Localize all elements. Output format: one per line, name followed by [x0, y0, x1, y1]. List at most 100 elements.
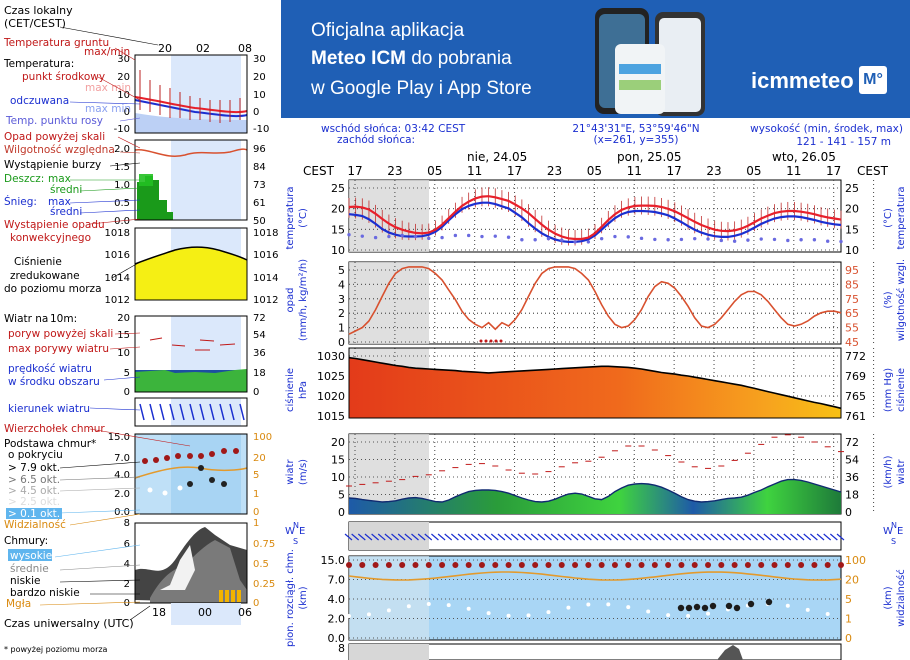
cloud-base-dense-dot: [725, 602, 733, 610]
wind-arrow: [384, 533, 393, 541]
hour-label: 05: [587, 164, 602, 178]
wind-arrow: [683, 533, 692, 541]
wind-arrow: [776, 533, 785, 541]
svg-text:max porywy wiatru: max porywy wiatru: [8, 343, 109, 355]
wind-arrow: [424, 533, 433, 541]
y-tick-label: 761: [845, 410, 866, 423]
cloud-base-dot: [446, 603, 451, 608]
svg-text:wilgotność wzgl.: wilgotność wzgl.: [895, 259, 907, 341]
legend-labels: Temperatura gruntu max/min Temperatura: …: [3, 37, 131, 610]
svg-text:1012: 1012: [105, 295, 130, 306]
svg-text:do poziomu morza: do poziomu morza: [4, 283, 102, 295]
wind-arrow: [723, 533, 732, 541]
legend-panel: Czas lokalny (CET/CEST) 20 02 08: [3, 4, 278, 654]
y-tick-label: 45: [845, 336, 859, 349]
svg-text:(°C): (°C): [883, 208, 894, 228]
wind-arrow: [431, 533, 439, 541]
svg-text:4: 4: [124, 559, 130, 570]
dew-point: [626, 235, 630, 239]
svg-text:Mgła: Mgła: [6, 598, 31, 610]
wind-arrow: [397, 533, 406, 541]
night-shade: [349, 644, 429, 660]
cloud-top-dot: [611, 562, 618, 568]
wind-arrow: [570, 533, 579, 541]
cloud-base-dot: [626, 605, 631, 610]
cloud-base-dot: [426, 602, 431, 607]
cloud-base-dot: [666, 613, 671, 618]
legend-ticks-right: 30 20 10 0 -10 96 84 73 61 50 1018 1016 …: [253, 54, 278, 609]
svg-text:wysokie: wysokie: [10, 550, 52, 562]
y-tick-label: 7.0: [328, 574, 346, 587]
wind-arrow: [650, 533, 659, 541]
wind-arrow: [790, 533, 798, 541]
y-tick-label: 20: [845, 574, 859, 587]
svg-text:temperatura: temperatura: [896, 186, 907, 249]
wind-arrow: [457, 533, 466, 541]
svg-text:0: 0: [124, 107, 130, 118]
humidity-line: [348, 266, 842, 335]
legend-footnote: * powyżej poziomu morza: [4, 645, 108, 654]
dew-point: [599, 236, 604, 241]
y-tick-label: 15.0: [321, 554, 346, 567]
svg-text:1018: 1018: [253, 228, 278, 239]
visibility-line: [348, 571, 842, 581]
cloud-top-dot: [798, 562, 805, 568]
cloud-top-dot: [771, 562, 778, 568]
cloud-base-dot: [686, 613, 691, 618]
app-promo-banner[interactable]: Oficjalna aplikacja Meteo ICM do pobrani…: [281, 0, 910, 118]
svg-text:Podstawa chmur*: Podstawa chmur*: [4, 438, 96, 450]
y-tick-label: 10: [845, 244, 859, 257]
svg-text:08: 08: [238, 42, 252, 55]
svg-text:0: 0: [124, 387, 130, 398]
wind-arrow: [577, 533, 586, 541]
cloud-base-dot: [586, 602, 591, 607]
dew-point: [347, 233, 351, 237]
y-tick-label: 15: [845, 223, 859, 236]
svg-text:18: 18: [152, 606, 166, 619]
wind-arrow: [351, 533, 360, 541]
cloud-top-dot: [558, 562, 565, 568]
svg-text:0: 0: [253, 387, 259, 398]
svg-text:(m/s): (m/s): [298, 459, 309, 485]
cloud-top-dot: [838, 562, 844, 568]
cloud-base-dense-dot: [765, 598, 773, 606]
y-tick-label: 5: [338, 264, 345, 277]
svg-text:E: E: [897, 526, 903, 537]
svg-text:0: 0: [253, 107, 259, 118]
wind-arrow: [344, 533, 353, 541]
cloud-base-panel: [348, 555, 842, 641]
wind-arrow: [663, 533, 672, 541]
legend-top-hours: 20 02 08: [158, 42, 252, 55]
cloud-base-dense-dot: [693, 603, 701, 611]
cloud-base-dense-dot: [747, 600, 755, 608]
svg-text:1: 1: [253, 518, 259, 529]
cloud-base-dot: [466, 606, 471, 611]
coords-text: 21°43'31"E, 53°59'46"N: [572, 123, 699, 135]
svg-text:4.0: 4.0: [114, 470, 130, 481]
svg-text:1014: 1014: [105, 273, 130, 284]
svg-text:1.5: 1.5: [114, 162, 130, 173]
wind-arrow: [703, 533, 712, 541]
svg-text:max/min: max/min: [84, 46, 130, 58]
hour-label: 23: [547, 164, 562, 178]
cloud-top-dot: [425, 562, 432, 568]
y-tick-label: 72: [845, 436, 859, 449]
svg-text:5: 5: [253, 470, 259, 481]
wind-arrow: [550, 533, 559, 541]
y-tick-label: 5: [845, 593, 852, 606]
cloud-top-dot: [359, 562, 366, 568]
compass-labels: W N E S W N E S: [285, 521, 903, 546]
dew-point: [413, 234, 418, 239]
y-tick-label: 95: [845, 264, 859, 277]
svg-text:Temperatura:: Temperatura:: [3, 58, 74, 70]
legend-connectors: [39, 26, 191, 621]
dew-point: [373, 235, 378, 240]
dew-point: [586, 240, 591, 244]
night-shade: [349, 556, 429, 640]
panel-side-labels: temperatura (°C) (°C) temperatura opad (…: [284, 186, 907, 646]
banner-line2: Meteo ICM do pobrania: [311, 48, 512, 69]
svg-text:0.5: 0.5: [253, 559, 269, 570]
y-tick-label: 1030: [317, 350, 345, 363]
wind-arrow: [710, 533, 719, 541]
cloud-base-dot: [347, 614, 351, 618]
